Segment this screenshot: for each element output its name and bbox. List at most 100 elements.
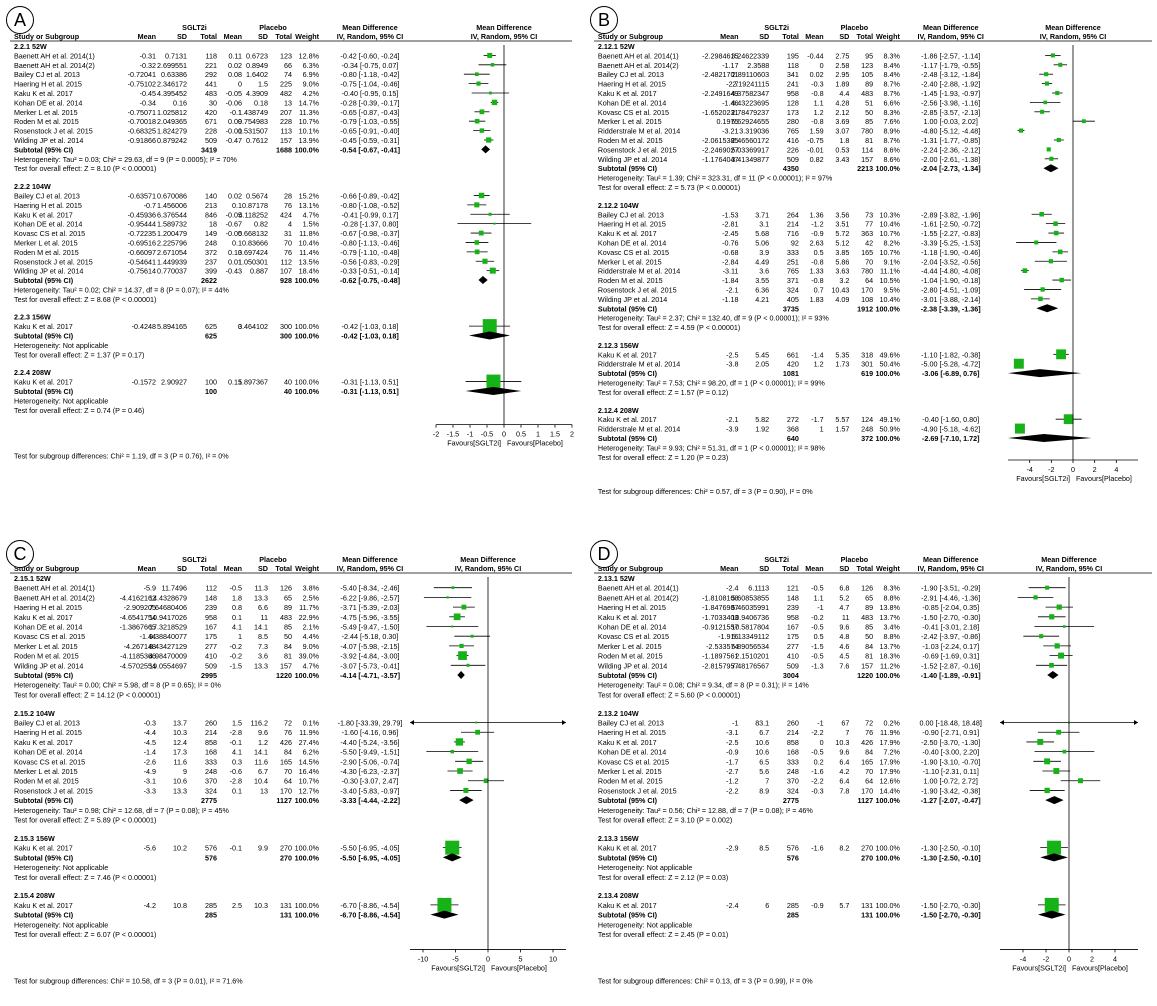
study-cell: -3.3	[144, 786, 156, 795]
col-header: IV, Random, 95% CI	[917, 32, 983, 41]
col-header: Weight	[876, 32, 900, 41]
study-cell: 207	[280, 108, 292, 117]
study-point	[1044, 81, 1050, 86]
x-tick-label: 0.5	[516, 430, 526, 439]
study-ci: -5.40 [-8.34, -2.46]	[340, 584, 399, 593]
study-cell: 167	[205, 623, 217, 632]
study-cell: 424	[280, 210, 292, 219]
subtotal-ci: -1.50 [-2.70, -0.30]	[921, 911, 981, 920]
study-cell: 113	[281, 127, 292, 136]
x-tick-label: 2	[1093, 465, 1097, 474]
study-ci: -4.07 [-5.98, -2.15]	[340, 642, 399, 651]
study-cell: 4.49	[755, 257, 769, 266]
study-name: Haering H et al. 2015	[598, 728, 666, 737]
study-cell: 4.395452	[157, 89, 187, 98]
study-cell: 370	[205, 777, 217, 786]
study-name: Kohan DE et al. 2014	[598, 238, 666, 247]
study-point	[475, 729, 481, 735]
study-name: Kohan DE et al. 2014	[598, 748, 666, 757]
subtotal-n1: 4350	[783, 164, 799, 173]
study-cell: -0.05	[226, 89, 242, 98]
study-ci: -6.22 [-9.86, -2.57]	[340, 593, 399, 602]
study-ci: -0.40 [-3.00, 2.20]	[922, 748, 979, 757]
study-cell: 324	[787, 786, 799, 795]
study-cell: 248	[205, 767, 217, 776]
study-point	[445, 840, 460, 855]
subtotal-n2: 928	[280, 276, 292, 285]
subtotal-ci: -4.14 [-4.71, -3.57]	[340, 671, 400, 680]
col-header: SD	[759, 564, 769, 573]
study-cell: -1	[817, 719, 823, 728]
study-cell: -0.1	[230, 738, 242, 747]
study-cell: -0.3	[811, 80, 823, 89]
study-cell: 0.1	[232, 786, 242, 795]
study-cell: 260	[787, 719, 799, 728]
study-cell: 39.0%	[299, 652, 320, 661]
subtotal-n2: 372	[861, 434, 873, 443]
forest-svg-a: SGLT2i Placebo Mean Difference Mean Differe…	[10, 23, 574, 461]
study-name: Rosenstock J et al. 2015	[598, 786, 677, 795]
study-cell: 100.0%	[295, 844, 320, 853]
study-cell: 50	[284, 632, 292, 641]
subgroup-title: 2.13.4 208W	[598, 891, 639, 900]
study-name: Kovasc CS et al. 2015	[14, 632, 85, 641]
study-cell: 170	[861, 285, 873, 294]
study-cell: 6.4	[839, 757, 849, 766]
study-cell: 213	[205, 201, 217, 210]
study-cell: 6.376544	[157, 210, 187, 219]
subgroup-note: Test for overall effect: Z = 5.60 (P < 0…	[598, 690, 740, 699]
study-cell: 5.13349112	[732, 632, 769, 641]
study-cell: 4.21	[755, 295, 769, 304]
subtotal-diamond	[478, 276, 488, 285]
study-cell: -0.45936	[128, 210, 156, 219]
study-name: Wilding JP et al. 2014	[598, 295, 667, 304]
study-cell: 2.671054	[157, 248, 187, 257]
col-header: IV, Random, 95% CI	[471, 32, 537, 41]
study-name: Haering H et al. 2015	[14, 603, 82, 612]
study-cell: -1.44	[140, 632, 156, 641]
study-point	[461, 604, 467, 610]
study-cell: 0.754983	[238, 117, 268, 126]
study-cell: -1.18	[722, 295, 738, 304]
study-ci: 0.00 [-18.48, 18.48]	[920, 719, 982, 728]
study-cell: 214	[205, 728, 217, 737]
study-name: Rosenstock J et al. 2015	[598, 145, 677, 154]
study-point	[466, 758, 472, 764]
x-tick-label: 2	[570, 430, 574, 439]
study-cell: -0.68	[722, 248, 738, 257]
subtotal-weight: 100.0%	[295, 276, 320, 285]
subtotal-n1: 3735	[783, 304, 799, 313]
study-ci: -4.30 [-6.23, -2.37]	[340, 767, 399, 776]
study-cell: 0.13	[228, 248, 242, 257]
study-cell: 341	[787, 70, 799, 79]
col-header: IV, Random, 95% CI	[917, 564, 983, 573]
subgroup-title: 2.2.2 104W	[14, 182, 51, 191]
study-cell: 8.9	[759, 786, 769, 795]
study-cell: 10.5%	[879, 276, 900, 285]
subtotal-weight: 100.0%	[875, 911, 900, 920]
study-cell: 5.72	[835, 229, 849, 238]
study-cell: 11.1%	[880, 267, 900, 276]
study-cell: 509	[787, 661, 799, 670]
study-ci: -3.39 [-5.25, -1.53]	[921, 238, 980, 247]
study-name: Kohan DE et al. 2014	[14, 220, 82, 229]
subtotal-n1: 3004	[783, 671, 799, 680]
group-header-exp: SGLT2i	[182, 555, 207, 564]
study-cell: 1.897367	[238, 378, 268, 387]
study-ci: -0.79 [-1.10, -0.48]	[340, 248, 399, 257]
study-ci: -5.49 [-9.47, -1.50]	[340, 623, 399, 632]
study-cell: 225	[280, 80, 292, 89]
subgroup-note: Heterogeneity: Tau² = 0.08; Chi² = 9.34,…	[598, 681, 810, 690]
study-cell: 251	[787, 257, 799, 266]
study-cell: 0.531507	[238, 127, 268, 136]
study-cell: 16.4%	[299, 767, 320, 776]
study-cell: 426	[861, 738, 873, 747]
study-name: Kaku K et al. 2017	[598, 613, 657, 622]
study-cell: 280	[787, 117, 799, 126]
subtotal-n1: 640	[787, 434, 799, 443]
study-cell: 483	[861, 89, 873, 98]
group-header-md: Mean Difference	[342, 555, 398, 564]
study-cell: 248	[787, 767, 799, 776]
study-ci: -3.71 [-5.39, -2.03]	[340, 603, 399, 612]
study-name: Kaku K et al. 2017	[598, 415, 657, 424]
